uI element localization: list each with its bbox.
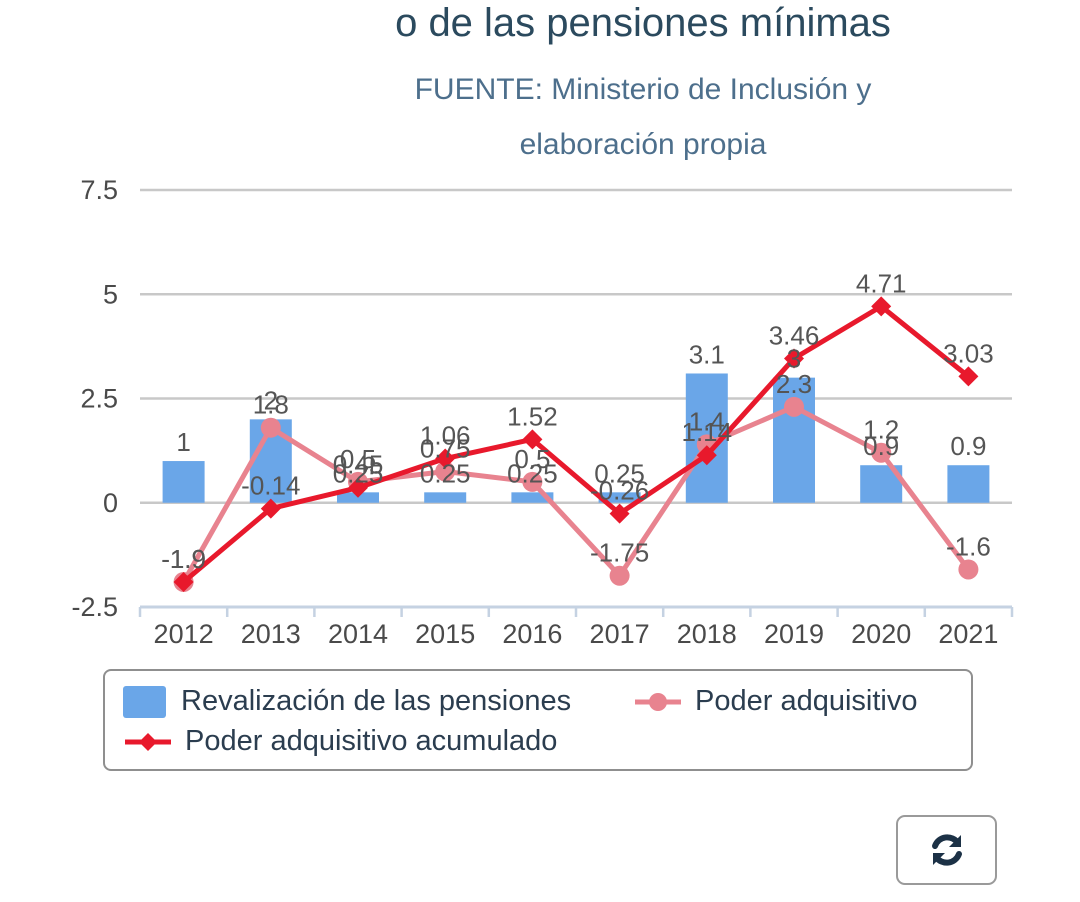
poder-acumulado-label: -0.26 [590, 476, 649, 506]
x-tick-label: 2020 [851, 619, 911, 649]
poder-acumulado-label: 4.71 [856, 268, 907, 298]
x-tick-label: 2012 [154, 619, 214, 649]
bar-data-label: 0.25 [333, 458, 384, 488]
poder-adquisitivo-point [958, 559, 979, 580]
bar-data-label: 1 [176, 427, 190, 457]
bar [511, 492, 554, 503]
bar-data-label: 0.25 [507, 458, 558, 488]
y-tick-label: 0 [103, 488, 118, 518]
poder-adquisitivo-label: -1.75 [590, 538, 649, 568]
chart-plot: 7.5 5 2.5 0 -2.5 2012 2013 2014 2015 2016 2017 2018… [71, 175, 1014, 649]
bar [598, 492, 641, 503]
legend-label: Poder adquisitivo acumulado [185, 725, 558, 757]
legend-line-circle-swatch [635, 692, 681, 711]
x-tick-label: 2018 [677, 619, 737, 649]
poder-acumulado-label: 3.03 [943, 338, 994, 368]
poder-adquisitivo-point [609, 565, 630, 586]
chart-legend: Revalización de las pensiones Poder adqu… [103, 669, 973, 771]
poder-adquisitivo-point [260, 417, 281, 438]
poder-acumulado-label: -1.9 [161, 544, 206, 574]
legend-label: Revalización de las pensiones [181, 685, 572, 717]
poder-acumulado-point [522, 429, 543, 450]
poder-adquisitivo-label: -1.9 [161, 544, 206, 574]
bar-data-label: 3 [787, 344, 801, 374]
poder-adquisitivo-point [522, 471, 543, 492]
poder-adquisitivo-label: 1.8 [253, 390, 289, 420]
legend-line-diamond-swatch [125, 732, 171, 751]
poder-acumulado-label: 0.45 [333, 450, 384, 480]
poder-acumulado-line [181, 303, 970, 584]
bar [424, 492, 467, 503]
poder-acumulado-point [871, 296, 892, 317]
poder-acumulado-label: 1.14 [681, 417, 732, 447]
bar-data-label: 0.25 [420, 458, 471, 488]
x-tick-label: 2016 [502, 619, 562, 649]
poder-adquisitivo-line [181, 404, 971, 584]
legend-item-poder-adquisitivo-acumulado[interactable]: Poder adquisitivo acumulado [123, 725, 557, 758]
legend-item-poder-adquisitivo[interactable]: Poder adquisitivo [633, 685, 917, 718]
y-tick-label: 7.5 [80, 175, 118, 205]
poder-acumulado-label: 3.46 [769, 320, 820, 350]
bar-data-label: 0.25 [594, 458, 645, 488]
chart-title: o de las pensiones mínimas [395, 1, 891, 45]
poder-acumulado-point [696, 445, 717, 466]
poder-adquisitivo-point [871, 442, 892, 463]
poder-acumulado-label: 1.06 [420, 421, 471, 451]
x-tick-label: 2015 [415, 619, 475, 649]
poder-adquisitivo-label: 0.5 [340, 444, 376, 474]
legend-label: Poder adquisitivo [695, 685, 918, 717]
poder-acumulado-label: 1.52 [507, 401, 558, 431]
poder-adquisitivo-label: 2.3 [776, 369, 812, 399]
bar-data-label: 0.9 [950, 431, 986, 461]
x-tick-label: 2017 [590, 619, 650, 649]
x-tick-label: 2021 [938, 619, 998, 649]
poder-adquisitivo-label: 0.75 [420, 433, 471, 463]
x-tick-label: 2014 [328, 619, 388, 649]
bar-data-label: 3.1 [689, 339, 725, 369]
x-tick-label: 2019 [764, 619, 824, 649]
refresh-button[interactable] [896, 815, 997, 885]
poder-acumulado-point [260, 498, 281, 519]
poder-acumulado-point [435, 448, 456, 469]
poder-adquisitivo-point [784, 396, 804, 417]
x-tick-label: 2013 [241, 619, 301, 649]
poder-adquisitivo-label: -1.6 [946, 531, 991, 561]
poder-acumulado-point [784, 348, 804, 369]
y-tick-label: 5 [103, 279, 118, 309]
poder-acumulado-point [348, 477, 368, 498]
poder-acumulado-point [609, 503, 630, 524]
y-tick-label: 2.5 [80, 384, 118, 414]
legend-item-revalorizacion[interactable]: Revalización de las pensiones [123, 685, 571, 718]
chart-subtitle: FUENTE: Ministerio de Inclusión y elabor… [414, 73, 872, 161]
bar-data-label: 0.9 [863, 431, 899, 461]
refresh-icon [931, 834, 962, 866]
poder-acumulado-label: -0.14 [241, 471, 300, 501]
bar-data-label: 2 [264, 385, 278, 415]
poder-acumulado-point [173, 571, 194, 592]
poder-adquisitivo-label: 1.2 [863, 415, 899, 445]
legend-bar-swatch [123, 685, 166, 718]
poder-adquisitivo-label: 0.5 [514, 444, 550, 474]
poder-adquisitivo-point [435, 461, 456, 482]
bar [162, 461, 205, 503]
poder-acumulado-point [958, 366, 979, 387]
bar [947, 465, 990, 503]
y-tick-label: -2.5 [71, 592, 118, 622]
poder-adquisitivo-label: 1.4 [689, 406, 725, 436]
